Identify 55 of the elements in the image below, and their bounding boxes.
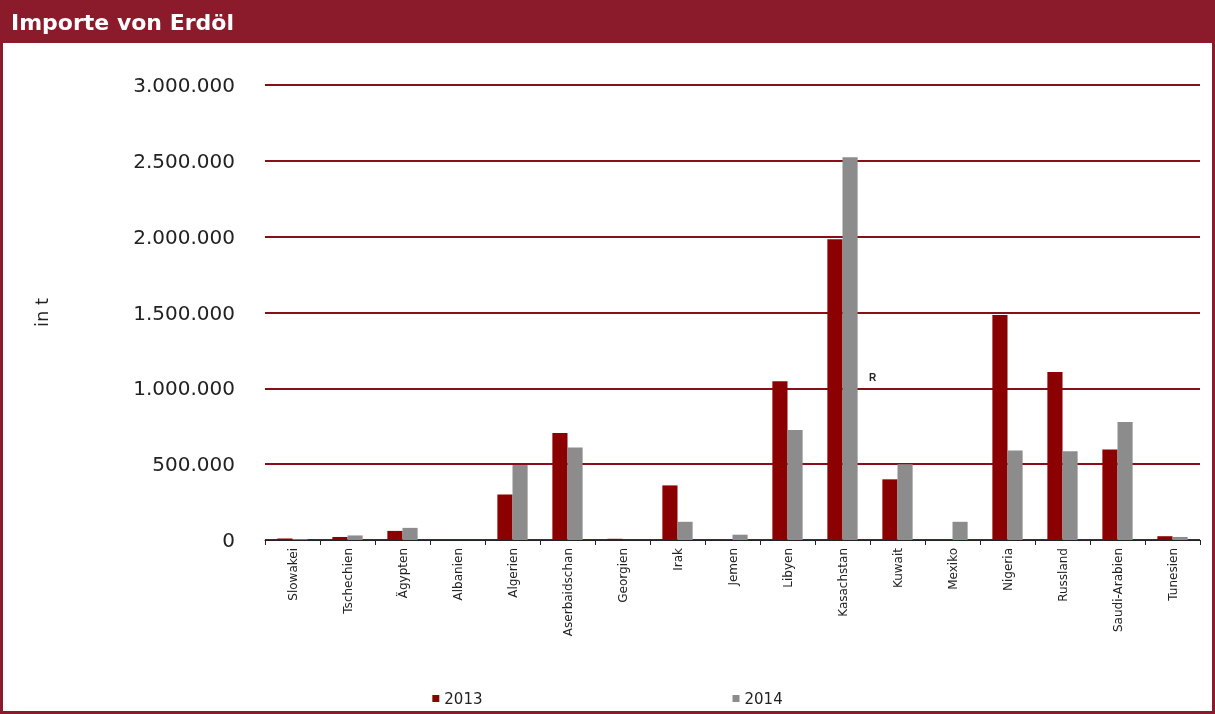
bar bbox=[1117, 422, 1133, 540]
x-tick-label: Mexiko bbox=[945, 548, 960, 590]
x-tick-label: Slowakei bbox=[285, 548, 300, 601]
y-tick-label: 2.500.000 bbox=[133, 148, 235, 173]
bar bbox=[347, 535, 363, 540]
x-tick-label: Algerien bbox=[505, 548, 520, 598]
y-tick-label: 3.000.000 bbox=[133, 73, 235, 97]
x-tick-label: Saudi-Arabien bbox=[1110, 548, 1125, 633]
legend-label: 2014 bbox=[744, 689, 783, 708]
chart-title: Importe von Erdöl bbox=[3, 3, 1212, 43]
x-tick-label: Tschechien bbox=[340, 548, 355, 615]
x-tick-label: Georgien bbox=[615, 548, 630, 603]
legend-label: 2013 bbox=[444, 689, 483, 708]
x-tick-label: Tunesien bbox=[1165, 548, 1180, 602]
bar bbox=[952, 521, 968, 540]
x-tick-label: Irak bbox=[670, 547, 685, 571]
x-tick-label: Jemen bbox=[725, 548, 740, 587]
y-tick-label: 2.000.000 bbox=[133, 224, 235, 249]
x-tick-label: Nigeria bbox=[1000, 548, 1015, 591]
y-tick-label: 1.500.000 bbox=[133, 300, 235, 325]
bar bbox=[1157, 536, 1173, 540]
bar bbox=[497, 494, 513, 540]
bar bbox=[402, 527, 418, 540]
bar bbox=[842, 157, 858, 540]
bar bbox=[567, 447, 583, 540]
bar bbox=[827, 239, 843, 540]
bar bbox=[787, 430, 803, 540]
bar bbox=[1007, 450, 1023, 540]
bar bbox=[332, 536, 348, 540]
bar bbox=[1047, 372, 1063, 540]
x-tick-label: Albanien bbox=[450, 548, 465, 601]
bar bbox=[1062, 451, 1078, 540]
bar bbox=[662, 485, 678, 540]
y-tick-label: 0 bbox=[222, 528, 235, 552]
bar bbox=[732, 534, 748, 540]
bar bbox=[387, 530, 403, 540]
x-tick-label: Ägypten bbox=[394, 548, 410, 599]
bar bbox=[1172, 536, 1188, 540]
x-tick-label: Kuwait bbox=[890, 547, 905, 589]
x-tick-label: Russland bbox=[1055, 548, 1070, 602]
bar bbox=[772, 381, 788, 540]
bar bbox=[992, 315, 1008, 540]
y-tick-label: 500.000 bbox=[152, 452, 235, 477]
y-axis-title: in t bbox=[30, 297, 52, 328]
bar bbox=[882, 479, 898, 540]
bar bbox=[552, 433, 568, 540]
annotation: R bbox=[868, 371, 877, 383]
bar bbox=[512, 464, 528, 540]
bar bbox=[677, 521, 693, 540]
bar bbox=[1102, 449, 1118, 540]
x-tick-label: Kasachstan bbox=[835, 548, 850, 617]
bar bbox=[897, 464, 913, 540]
x-tick-label: Aserbaidschan bbox=[560, 548, 575, 637]
y-tick-label: 1.000.000 bbox=[133, 376, 235, 401]
x-tick-label: Libyen bbox=[780, 548, 795, 588]
